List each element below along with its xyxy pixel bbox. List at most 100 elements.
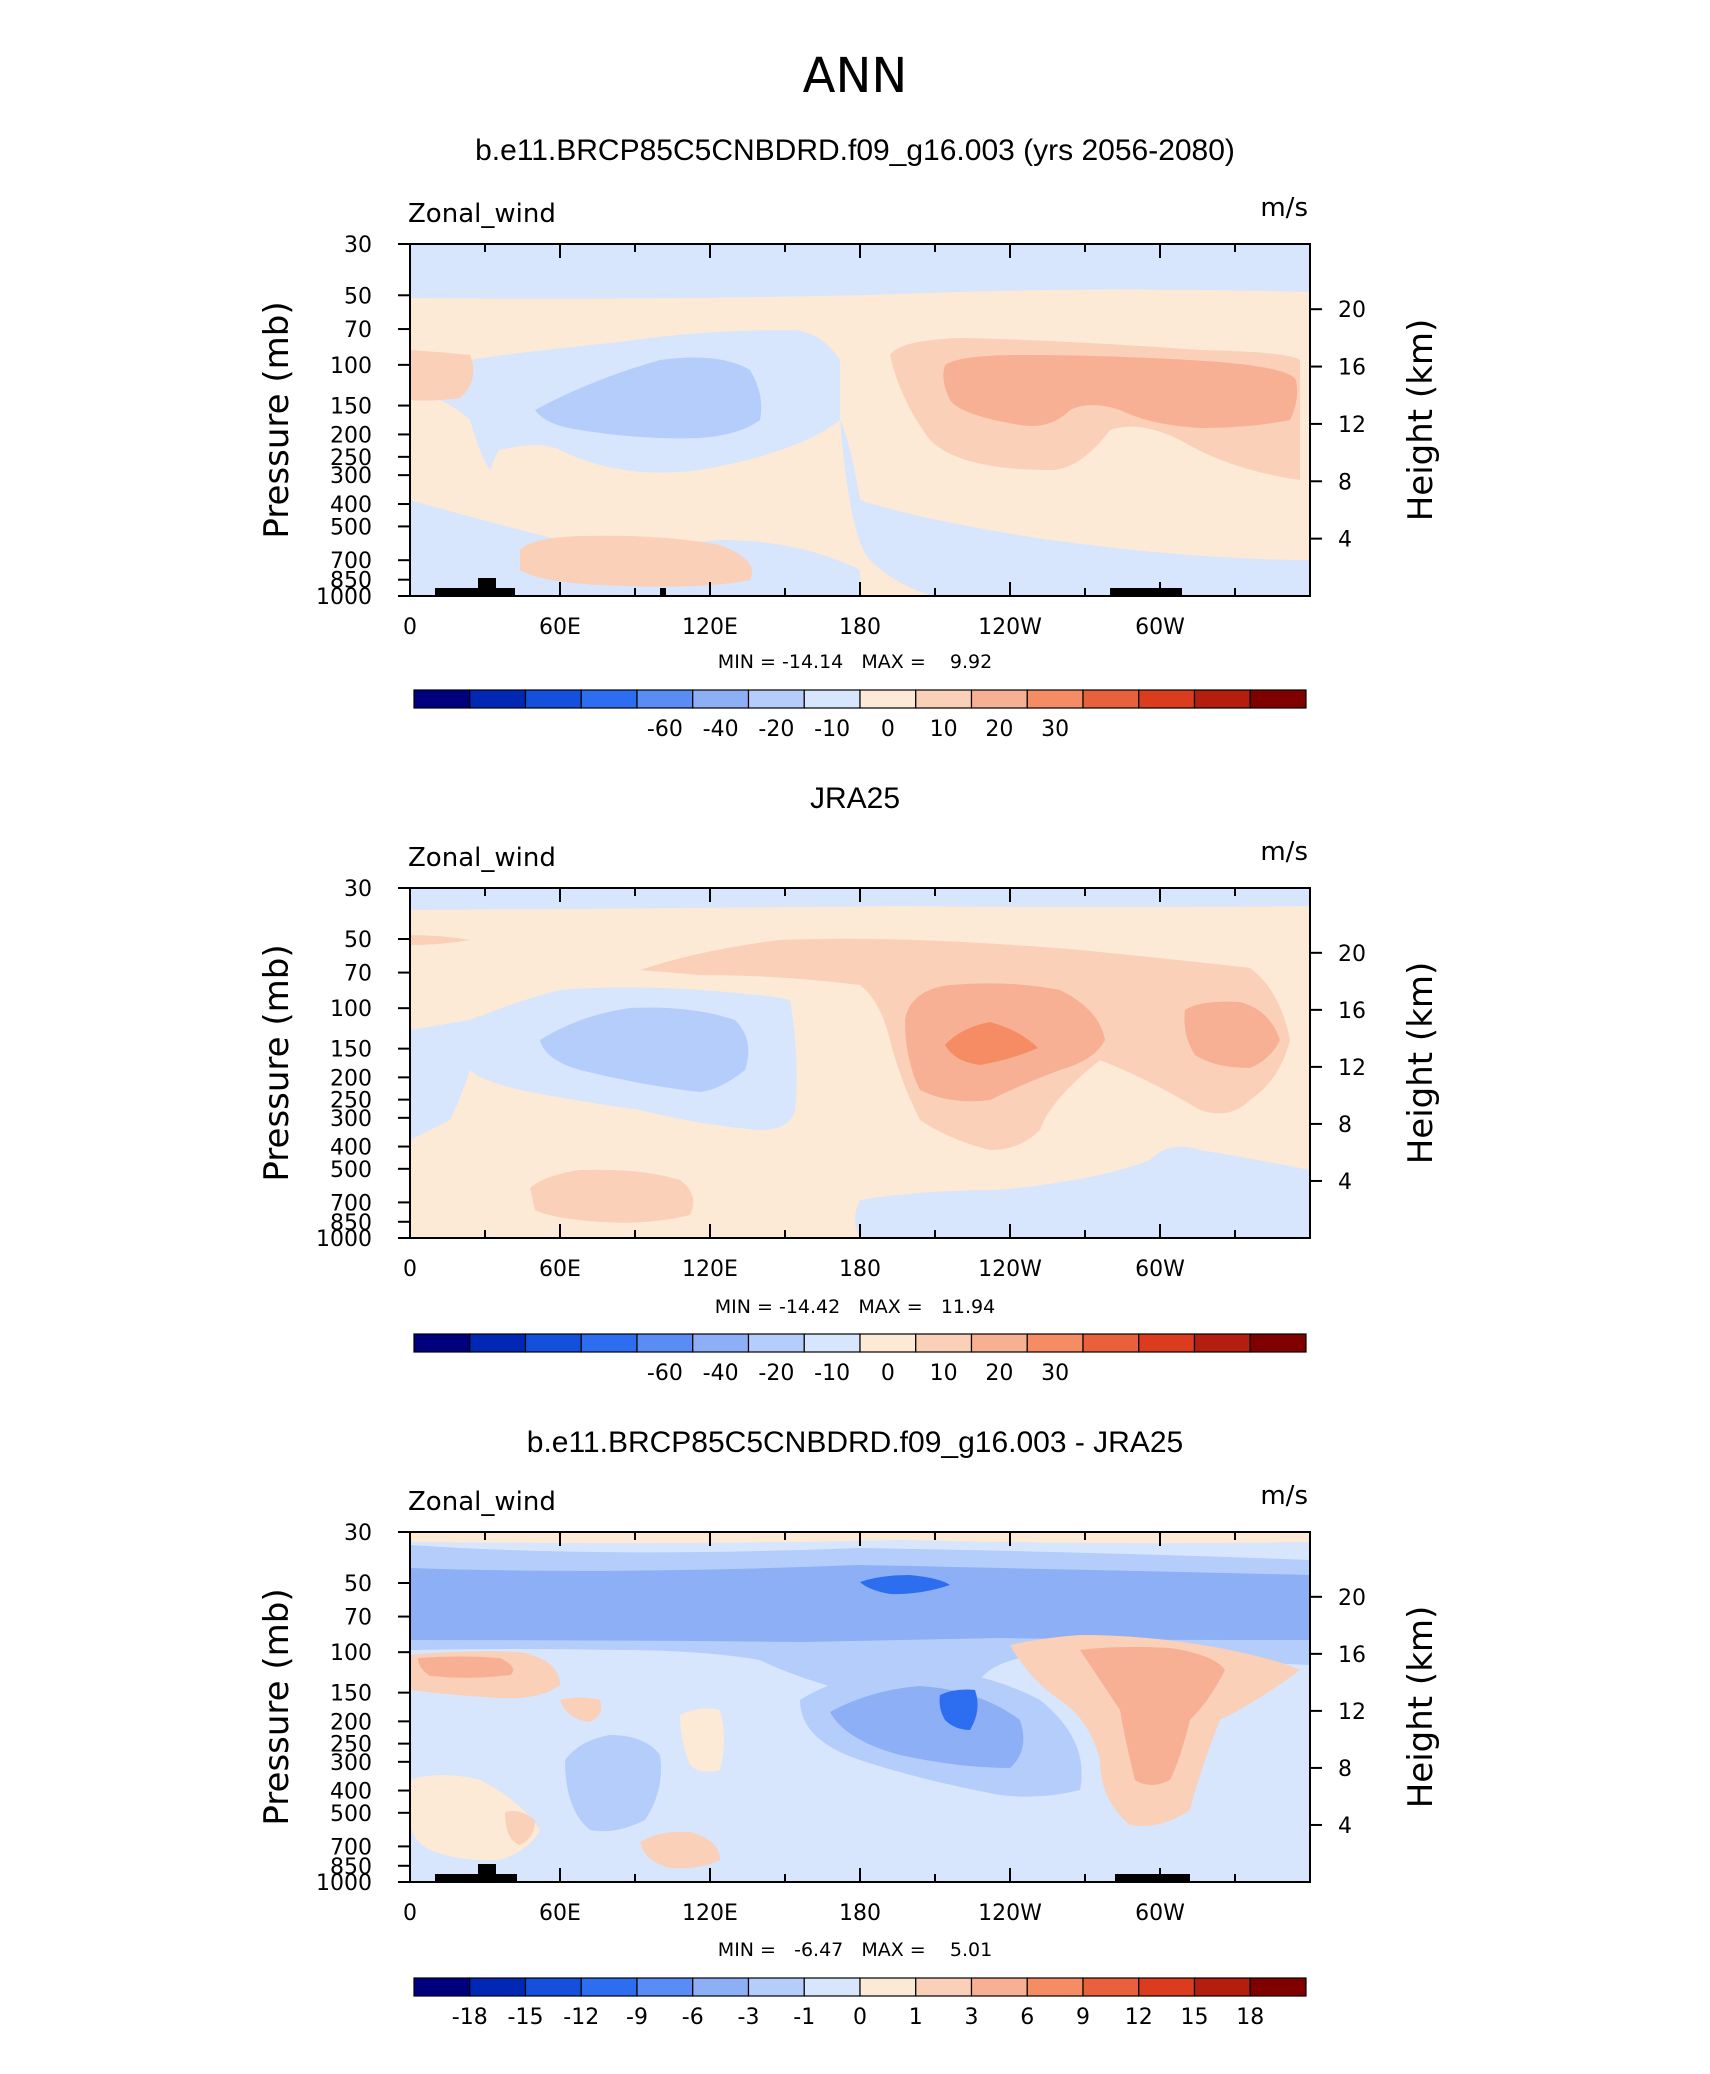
y2-tick-label: 12 xyxy=(1338,1700,1366,1725)
topography-3 xyxy=(660,588,666,596)
y-tick-label: 850 xyxy=(330,1211,372,1236)
x-tick-label: 120E xyxy=(682,1901,738,1926)
panel-3-right-label: m/s xyxy=(1260,1481,1308,1511)
panel-3-min-max: MIN = -6.47 MAX = 5.01 xyxy=(718,1939,992,1961)
colorbar-swatch xyxy=(1082,689,1140,709)
pos-low-indian xyxy=(640,1831,720,1869)
colorbar-swatch xyxy=(803,1977,861,1997)
colorbar-swatch xyxy=(1138,1333,1196,1353)
colorbar-label: 6 xyxy=(1020,2005,1034,2030)
colorbar-swatch xyxy=(747,1333,805,1353)
y-tick-label: 70 xyxy=(344,962,372,987)
x-tick-label: 0 xyxy=(403,1257,417,1282)
y-tick-label: 1000 xyxy=(316,585,372,610)
mid-negative-right xyxy=(840,420,1310,596)
panel-1-ylabel: Pressure (mb) xyxy=(257,301,297,538)
y2-tick-label: 20 xyxy=(1338,942,1366,967)
colorbar-swatch xyxy=(469,689,527,709)
colorbar-swatch xyxy=(970,689,1028,709)
y-tick-label: 850 xyxy=(330,1855,372,1880)
y-tick-label: 70 xyxy=(344,1606,372,1631)
colorbar-swatch xyxy=(524,1977,582,1997)
pos-west-mid xyxy=(560,1697,602,1722)
panel-3-plot-area xyxy=(410,1532,1310,1882)
colorbar-swatch xyxy=(1249,1333,1307,1353)
y-tick-label: 1000 xyxy=(316,1871,372,1896)
y-tick-label: 400 xyxy=(330,493,372,518)
y-tick-label: 100 xyxy=(330,997,372,1022)
colorbar-swatch xyxy=(580,1977,638,1997)
panel-1-colorbar: -60 -40 -20 -10 0 10 20 30 xyxy=(413,689,1307,742)
y-tick-label: 70 xyxy=(344,318,372,343)
top-negative-band xyxy=(410,244,1310,299)
y-tick-label: 700 xyxy=(330,1835,372,1860)
y-tick-label: 30 xyxy=(344,233,372,258)
x-tick-label: 120E xyxy=(682,1257,738,1282)
colorbar-label: -10 xyxy=(814,717,850,742)
colorbar-swatch xyxy=(469,1333,527,1353)
colorbar-swatch xyxy=(692,1333,750,1353)
panel-2-plot-area xyxy=(410,888,1310,1238)
panel-2-min-max: MIN = -14.42 MAX = 11.94 xyxy=(715,1296,995,1318)
y-tick-label: 250 xyxy=(330,1089,372,1114)
panel-1-plot-area xyxy=(410,244,1310,596)
y-tick-label: 150 xyxy=(330,1038,372,1063)
colorbar-swatch xyxy=(970,1333,1028,1353)
colorbar-swatch xyxy=(1026,1333,1084,1353)
colorbar-swatch xyxy=(1249,1977,1307,1997)
colorbar-swatch xyxy=(692,689,750,709)
colorbar-label: 3 xyxy=(965,2005,979,2030)
colorbar-swatch xyxy=(692,1977,750,1997)
colorbar-label: -20 xyxy=(758,717,794,742)
strat-neg-band xyxy=(410,1565,1310,1642)
pos-max-east-pacific xyxy=(945,1022,1038,1065)
colorbar-swatch xyxy=(1026,1977,1084,1997)
colorbar-label: -20 xyxy=(758,1361,794,1386)
panel-2: JRA25 Zonal_wind m/s 0 60E 120E 180 120W 60W 3… xyxy=(257,782,1441,1386)
colorbar-swatch xyxy=(636,1977,694,1997)
colorbar-label: -10 xyxy=(814,1361,850,1386)
x-tick-label: 120W xyxy=(978,1901,1042,1926)
colorbar-swatch xyxy=(413,1333,471,1353)
neg-region-indian xyxy=(565,1735,661,1832)
topography-4 xyxy=(1110,588,1182,596)
colorbar-swatch xyxy=(1082,1977,1140,1997)
colorbar-label: 0 xyxy=(881,1361,895,1386)
panel-3: b.e11.BRCP85C5CNBDRD.f09_g16.003 - JRA25… xyxy=(257,1426,1441,2030)
pos-low-level-indian xyxy=(520,535,752,587)
panel-1-min-max: MIN = -14.14 MAX = 9.92 xyxy=(718,651,992,673)
y2-tick-label: 16 xyxy=(1338,1643,1366,1668)
colorbar-swatch xyxy=(859,689,917,709)
pos-east-pacific-core xyxy=(1080,1646,1225,1785)
colorbar-label: -40 xyxy=(703,717,739,742)
x-tick-label: 60E xyxy=(539,615,581,640)
topography-3 xyxy=(1115,1874,1190,1882)
neg-core-west-pacific xyxy=(540,1007,749,1092)
topography-2 xyxy=(478,578,496,590)
y-tick-label: 850 xyxy=(330,569,372,594)
x-tick-label: 60E xyxy=(539,1901,581,1926)
colorbar-swatch xyxy=(1138,1977,1196,1997)
y-tick-label: 200 xyxy=(330,1710,372,1735)
colorbar-label: -60 xyxy=(647,1361,683,1386)
y-tick-label: 150 xyxy=(330,1682,372,1707)
y-tick-label: 100 xyxy=(330,1641,372,1666)
topography-2 xyxy=(478,1864,496,1876)
pos-low-level-indian xyxy=(530,1169,694,1223)
x-tick-label: 120E xyxy=(682,615,738,640)
colorbar-swatch xyxy=(636,689,694,709)
panel-3-y2label: Height (km) xyxy=(1401,1606,1441,1809)
colorbar-label: 1 xyxy=(909,2005,923,2030)
colorbar-swatch xyxy=(580,1333,638,1353)
colorbar-label: -60 xyxy=(647,717,683,742)
y2-tick-label: 8 xyxy=(1338,1113,1352,1138)
colorbar-label: 12 xyxy=(1125,2005,1153,2030)
colorbar-swatch xyxy=(636,1333,694,1353)
colorbar-label: -12 xyxy=(563,2005,599,2030)
x-tick-label: 120W xyxy=(978,1257,1042,1282)
strat-neg-core xyxy=(860,1575,950,1595)
